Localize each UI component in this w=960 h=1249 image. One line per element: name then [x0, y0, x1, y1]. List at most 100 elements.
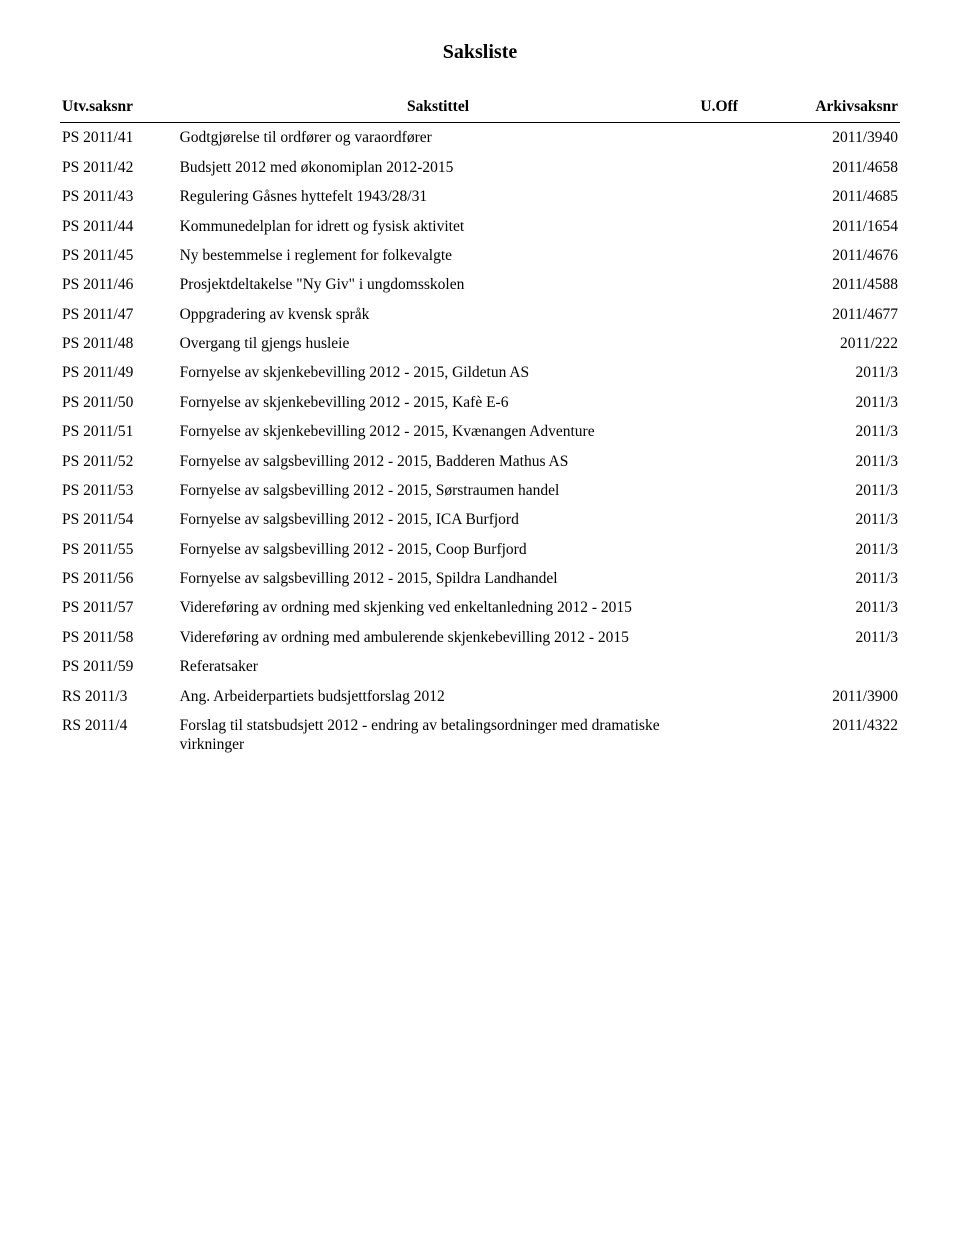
cell-case-title: Fornyelse av skjenkebevilling 2012 - 201… [178, 358, 699, 387]
cell-uoff [698, 329, 765, 358]
cell-arkiv: 2011/4676 [766, 241, 900, 270]
cell-case-title: Fornyelse av salgsbevilling 2012 - 2015,… [178, 476, 699, 505]
cell-case-id: PS 2011/55 [60, 535, 178, 564]
cell-case-title: Ang. Arbeiderpartiets budsjettforslag 20… [178, 682, 699, 711]
cell-uoff [698, 564, 765, 593]
cell-arkiv: 2011/3900 [766, 682, 900, 711]
cell-case-title: Fornyelse av salgsbevilling 2012 - 2015,… [178, 447, 699, 476]
cell-uoff [698, 212, 765, 241]
table-row: PS 2011/59Referatsaker [60, 652, 900, 681]
cell-uoff [698, 593, 765, 622]
table-row: PS 2011/41Godtgjørelse til ordfører og v… [60, 123, 900, 153]
table-row: RS 2011/4Forslag til statsbudsjett 2012 … [60, 711, 900, 760]
header-id: Utv.saksnr [60, 93, 178, 123]
cell-case-id: PS 2011/47 [60, 300, 178, 329]
cell-uoff [698, 535, 765, 564]
cell-case-id: PS 2011/53 [60, 476, 178, 505]
cell-uoff [698, 153, 765, 182]
cell-uoff [698, 652, 765, 681]
table-row: RS 2011/3Ang. Arbeiderpartiets budsjettf… [60, 682, 900, 711]
cell-case-id: RS 2011/3 [60, 682, 178, 711]
cell-case-id: PS 2011/57 [60, 593, 178, 622]
cell-case-title: Budsjett 2012 med økonomiplan 2012-2015 [178, 153, 699, 182]
table-row: PS 2011/47Oppgradering av kvensk språk 20… [60, 300, 900, 329]
cell-arkiv: 2011/3 [766, 388, 900, 417]
table-row: PS 2011/50Fornyelse av skjenkebevilling … [60, 388, 900, 417]
cell-case-title: Fornyelse av salgsbevilling 2012 - 2015,… [178, 505, 699, 534]
table-header-row: Utv.saksnr Sakstittel U.Off Arkivsaksnr [60, 93, 900, 123]
cell-case-title: Fornyelse av salgsbevilling 2012 - 2015,… [178, 564, 699, 593]
cell-case-title: Forslag til statsbudsjett 2012 - endring… [178, 711, 699, 760]
cell-arkiv: 2011/3 [766, 505, 900, 534]
table-row: PS 2011/44Kommunedelplan for idrett og f… [60, 212, 900, 241]
cell-uoff [698, 270, 765, 299]
table-row: PS 2011/46Prosjektdeltakelse "Ny Giv" i … [60, 270, 900, 299]
cell-arkiv: 2011/3 [766, 417, 900, 446]
table-row: PS 2011/51Fornyelse av skjenkebevilling … [60, 417, 900, 446]
cell-uoff [698, 476, 765, 505]
cell-arkiv: 2011/3 [766, 623, 900, 652]
cell-arkiv: 2011/4588 [766, 270, 900, 299]
cell-case-title: Overgang til gjengs husleie [178, 329, 699, 358]
cell-uoff [698, 182, 765, 211]
table-row: PS 2011/48Overgang til gjengs husleie 201… [60, 329, 900, 358]
cell-case-title: Videreføring av ordning med skjenking ve… [178, 593, 699, 622]
cell-case-id: PS 2011/54 [60, 505, 178, 534]
cell-case-id: RS 2011/4 [60, 711, 178, 760]
cell-case-id: PS 2011/58 [60, 623, 178, 652]
cell-case-title: Oppgradering av kvensk språk [178, 300, 699, 329]
cell-uoff [698, 358, 765, 387]
table-row: PS 2011/53Fornyelse av salgsbevilling 20… [60, 476, 900, 505]
cell-case-id: PS 2011/42 [60, 153, 178, 182]
cell-case-id: PS 2011/59 [60, 652, 178, 681]
cell-arkiv: 2011/1654 [766, 212, 900, 241]
cell-case-title: Fornyelse av skjenkebevilling 2012 - 201… [178, 388, 699, 417]
cell-arkiv: 2011/3 [766, 535, 900, 564]
cell-case-title: Godtgjørelse til ordfører og varaordføre… [178, 123, 699, 153]
cell-arkiv [766, 652, 900, 681]
cell-case-id: PS 2011/41 [60, 123, 178, 153]
cell-case-id: PS 2011/44 [60, 212, 178, 241]
header-title: Sakstittel [178, 93, 699, 123]
cell-arkiv: 2011/4685 [766, 182, 900, 211]
cell-uoff [698, 711, 765, 760]
cell-uoff [698, 388, 765, 417]
cell-uoff [698, 682, 765, 711]
cell-case-id: PS 2011/52 [60, 447, 178, 476]
cell-case-title: Fornyelse av skjenkebevilling 2012 - 201… [178, 417, 699, 446]
cell-case-id: PS 2011/51 [60, 417, 178, 446]
cell-uoff [698, 300, 765, 329]
cell-arkiv: 2011/3 [766, 593, 900, 622]
table-row: PS 2011/42Budsjett 2012 med økonomiplan … [60, 153, 900, 182]
cell-arkiv: 2011/4677 [766, 300, 900, 329]
cell-case-title: Referatsaker [178, 652, 699, 681]
cell-arkiv: 2011/222 [766, 329, 900, 358]
cell-arkiv: 2011/3 [766, 476, 900, 505]
cell-uoff [698, 505, 765, 534]
cell-arkiv: 2011/4658 [766, 153, 900, 182]
table-row: PS 2011/49Fornyelse av skjenkebevilling … [60, 358, 900, 387]
cell-uoff [698, 623, 765, 652]
header-uoff: U.Off [698, 93, 765, 123]
table-row: PS 2011/56Fornyelse av salgsbevilling 20… [60, 564, 900, 593]
cell-arkiv: 2011/3 [766, 358, 900, 387]
table-row: PS 2011/43Regulering Gåsnes hyttefelt 19… [60, 182, 900, 211]
cell-uoff [698, 447, 765, 476]
cell-case-id: PS 2011/48 [60, 329, 178, 358]
cell-uoff [698, 417, 765, 446]
case-list-table: Utv.saksnr Sakstittel U.Off Arkivsaksnr … [60, 93, 900, 760]
cell-arkiv: 2011/3 [766, 447, 900, 476]
table-row: PS 2011/52Fornyelse av salgsbevilling 20… [60, 447, 900, 476]
cell-case-title: Regulering Gåsnes hyttefelt 1943/28/31 [178, 182, 699, 211]
cell-case-title: Prosjektdeltakelse "Ny Giv" i ungdomssko… [178, 270, 699, 299]
cell-uoff [698, 241, 765, 270]
cell-arkiv: 2011/3940 [766, 123, 900, 153]
cell-case-title: Videreføring av ordning med ambulerende … [178, 623, 699, 652]
table-row: PS 2011/55Fornyelse av salgsbevilling 20… [60, 535, 900, 564]
page-title: Saksliste [60, 40, 900, 65]
cell-case-id: PS 2011/50 [60, 388, 178, 417]
cell-case-id: PS 2011/45 [60, 241, 178, 270]
cell-case-id: PS 2011/43 [60, 182, 178, 211]
cell-arkiv: 2011/3 [766, 564, 900, 593]
cell-case-id: PS 2011/49 [60, 358, 178, 387]
